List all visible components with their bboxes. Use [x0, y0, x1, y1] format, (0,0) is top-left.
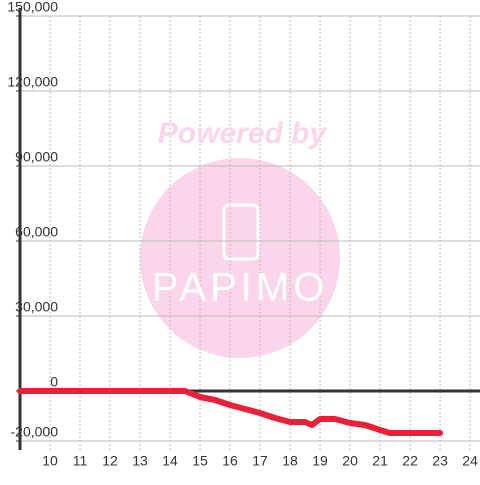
y-tick-label: 60,000 [15, 224, 58, 240]
x-tick-label: 18 [282, 453, 298, 469]
x-tick-label: 22 [402, 453, 418, 469]
x-tick-label: 11 [73, 453, 88, 469]
y-tick-label: -20,000 [11, 424, 59, 440]
y-tick-label: 150,000 [7, 0, 58, 15]
x-tick-label: 16 [222, 453, 238, 469]
x-tick-label: 20 [342, 453, 358, 469]
x-tick-label: 19 [312, 453, 328, 469]
watermark-icon [222, 203, 260, 261]
y-tick-label: 120,000 [7, 74, 58, 90]
data-line [17, 388, 444, 436]
x-tick-label: 23 [432, 453, 448, 469]
x-tick-label: 10 [42, 453, 58, 469]
watermark-text: Powered by [158, 117, 328, 150]
y-tick-label: 90,000 [15, 149, 58, 165]
x-tick-label: 13 [132, 453, 148, 469]
y-tick-label: 30,000 [15, 299, 58, 315]
x-tick-label: 17 [252, 453, 268, 469]
watermark-text: PAPIMO [152, 266, 329, 310]
x-tick-label: 15 [192, 453, 208, 469]
x-tick-label: 14 [162, 453, 178, 469]
x-tick-label: 21 [372, 453, 388, 469]
x-tick-label: 12 [102, 453, 118, 469]
y-tick-label: 0 [50, 374, 58, 390]
x-tick-label: 24 [462, 453, 478, 469]
